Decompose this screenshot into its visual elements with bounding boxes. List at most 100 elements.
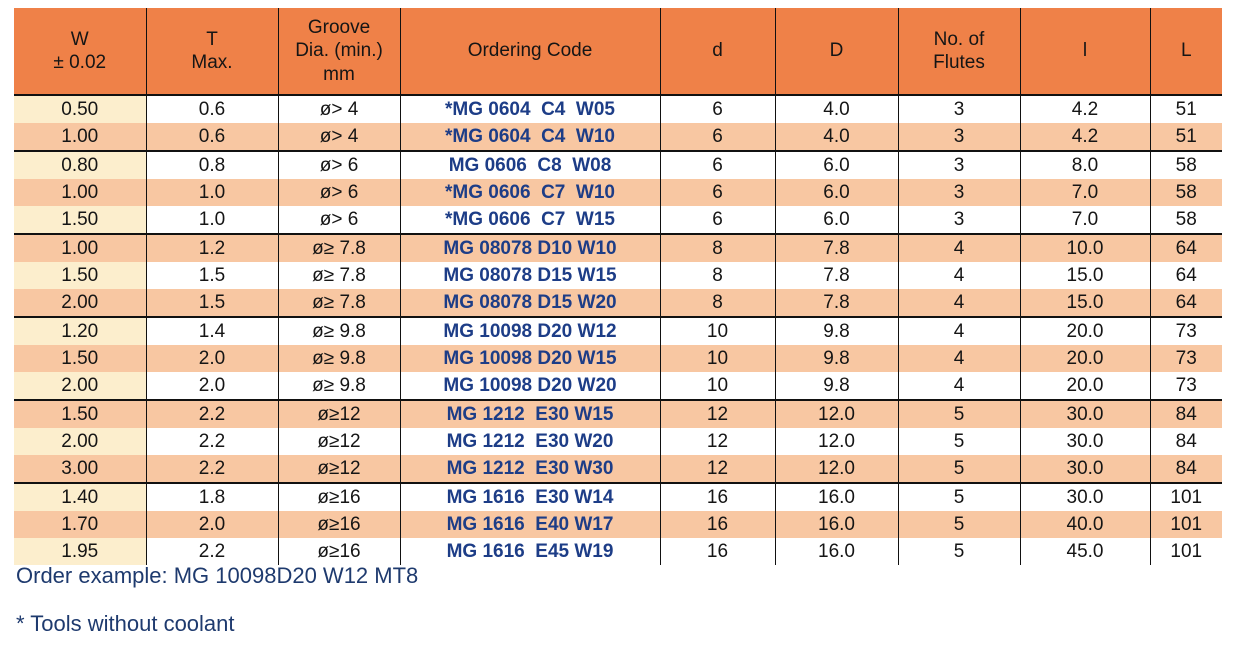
cell-w: 0.50 <box>14 95 147 123</box>
cell-d: 16 <box>660 511 776 538</box>
cell-D: 12.0 <box>775 399 899 428</box>
col-header-d: d <box>660 8 776 96</box>
cell-l: 20.0 <box>1020 316 1151 345</box>
table-row: 1.50 2.0 ø≥ 9.8 MG 10098 D20 W15 10 9.8 … <box>14 345 1222 372</box>
cell-L: 73 <box>1150 372 1222 400</box>
cell-t: 2.0 <box>146 345 279 372</box>
cell-D: 7.8 <box>775 262 899 289</box>
cell-w: 1.50 <box>14 399 147 428</box>
cell-l: 15.0 <box>1020 289 1151 317</box>
cell-t: 2.2 <box>146 428 279 455</box>
cell-t: 1.0 <box>146 206 279 234</box>
cell-l: 4.2 <box>1020 95 1151 123</box>
cell-groove: ø> 4 <box>278 123 401 151</box>
table-row: 1.00 0.6 ø> 4 *MG 0604 C4 W10 6 4.0 3 4.… <box>14 123 1222 151</box>
cell-ordering-code: MG 08078 D15 W15 <box>400 262 661 289</box>
cell-ordering-code: MG 10098 D20 W20 <box>400 372 661 400</box>
cell-groove: ø≥16 <box>278 482 401 511</box>
cell-ordering-code: *MG 0606 C7 W15 <box>400 206 661 234</box>
cell-l: 7.0 <box>1020 179 1151 206</box>
cell-groove: ø≥12 <box>278 455 401 483</box>
cell-ordering-code: MG 1212 E30 W20 <box>400 428 661 455</box>
col-header-w: W ± 0.02 <box>14 8 147 96</box>
cell-L: 73 <box>1150 316 1222 345</box>
cell-t: 0.8 <box>146 150 279 179</box>
cell-D: 7.8 <box>775 289 899 317</box>
table-row: 2.00 2.2 ø≥12 MG 1212 E30 W20 12 12.0 5 … <box>14 428 1222 455</box>
table-row: 1.00 1.2 ø≥ 7.8 MG 08078 D10 W10 8 7.8 4… <box>14 233 1222 262</box>
cell-d: 10 <box>660 345 776 372</box>
cell-d: 12 <box>660 455 776 483</box>
cell-d: 16 <box>660 538 776 565</box>
col-header-groove: Groove Dia. (min.) mm <box>278 8 401 96</box>
cell-L: 64 <box>1150 233 1222 262</box>
cell-d: 10 <box>660 316 776 345</box>
cell-flutes: 5 <box>898 399 1021 428</box>
cell-L: 58 <box>1150 179 1222 206</box>
table-row: 1.50 1.0 ø> 6 *MG 0606 C7 W15 6 6.0 3 7.… <box>14 206 1222 234</box>
table-row: 1.40 1.8 ø≥16 MG 1616 E30 W14 16 16.0 5 … <box>14 482 1222 511</box>
cell-w: 1.50 <box>14 262 147 289</box>
cell-D: 9.8 <box>775 345 899 372</box>
table-row: 1.95 2.2 ø≥16 MG 1616 E45 W19 16 16.0 5 … <box>14 538 1222 565</box>
cell-l: 40.0 <box>1020 511 1151 538</box>
cell-groove: ø≥16 <box>278 538 401 565</box>
cell-L: 84 <box>1150 455 1222 483</box>
cell-l: 20.0 <box>1020 345 1151 372</box>
cell-D: 12.0 <box>775 428 899 455</box>
cell-L: 101 <box>1150 482 1222 511</box>
cell-w: 1.20 <box>14 316 147 345</box>
cell-l: 30.0 <box>1020 399 1151 428</box>
cell-l: 30.0 <box>1020 428 1151 455</box>
cell-t: 1.5 <box>146 262 279 289</box>
cell-w: 1.00 <box>14 179 147 206</box>
cell-t: 2.2 <box>146 538 279 565</box>
cell-w: 1.50 <box>14 206 147 234</box>
cell-L: 58 <box>1150 150 1222 179</box>
cell-groove: ø> 6 <box>278 179 401 206</box>
cell-L: 84 <box>1150 428 1222 455</box>
cell-d: 6 <box>660 150 776 179</box>
row-group: 0.50 0.6 ø> 4 *MG 0604 C4 W05 6 4.0 3 4.… <box>14 95 1222 151</box>
cell-groove: ø≥ 7.8 <box>278 289 401 317</box>
cell-w: 1.00 <box>14 233 147 262</box>
cell-d: 6 <box>660 95 776 123</box>
cell-ordering-code: MG 1616 E40 W17 <box>400 511 661 538</box>
table-row: 1.20 1.4 ø≥ 9.8 MG 10098 D20 W12 10 9.8 … <box>14 316 1222 345</box>
cell-flutes: 4 <box>898 372 1021 400</box>
cell-d: 12 <box>660 399 776 428</box>
cell-t: 2.2 <box>146 399 279 428</box>
cell-L: 64 <box>1150 289 1222 317</box>
table-row: 3.00 2.2 ø≥12 MG 1212 E30 W30 12 12.0 5 … <box>14 455 1222 483</box>
cell-w: 3.00 <box>14 455 147 483</box>
cell-l: 15.0 <box>1020 262 1151 289</box>
cell-flutes: 4 <box>898 345 1021 372</box>
col-header-flutes: No. of Flutes <box>898 8 1021 96</box>
cell-groove: ø≥12 <box>278 428 401 455</box>
cell-D: 16.0 <box>775 538 899 565</box>
table-row: 2.00 1.5 ø≥ 7.8 MG 08078 D15 W20 8 7.8 4… <box>14 289 1222 317</box>
header-row: W ± 0.02 T Max. Groove Dia. (min.) mm Or… <box>14 8 1222 96</box>
cell-flutes: 3 <box>898 95 1021 123</box>
cell-l: 7.0 <box>1020 206 1151 234</box>
col-header-code: Ordering Code <box>400 8 661 96</box>
cell-w: 1.70 <box>14 511 147 538</box>
cell-d: 6 <box>660 123 776 151</box>
cell-L: 58 <box>1150 206 1222 234</box>
cell-groove: ø≥ 7.8 <box>278 233 401 262</box>
cell-ordering-code: MG 1616 E30 W14 <box>400 482 661 511</box>
cell-groove: ø≥12 <box>278 399 401 428</box>
col-header-t: T Max. <box>146 8 279 96</box>
cell-L: 51 <box>1150 95 1222 123</box>
table-row: 0.50 0.6 ø> 4 *MG 0604 C4 W05 6 4.0 3 4.… <box>14 95 1222 123</box>
cell-flutes: 5 <box>898 428 1021 455</box>
cell-flutes: 4 <box>898 316 1021 345</box>
cell-t: 0.6 <box>146 95 279 123</box>
cell-ordering-code: *MG 0604 C4 W10 <box>400 123 661 151</box>
cell-flutes: 4 <box>898 289 1021 317</box>
cell-L: 73 <box>1150 345 1222 372</box>
cell-D: 4.0 <box>775 95 899 123</box>
table-row: 1.50 2.2 ø≥12 MG 1212 E30 W15 12 12.0 5 … <box>14 399 1222 428</box>
table-row: 1.70 2.0 ø≥16 MG 1616 E40 W17 16 16.0 5 … <box>14 511 1222 538</box>
